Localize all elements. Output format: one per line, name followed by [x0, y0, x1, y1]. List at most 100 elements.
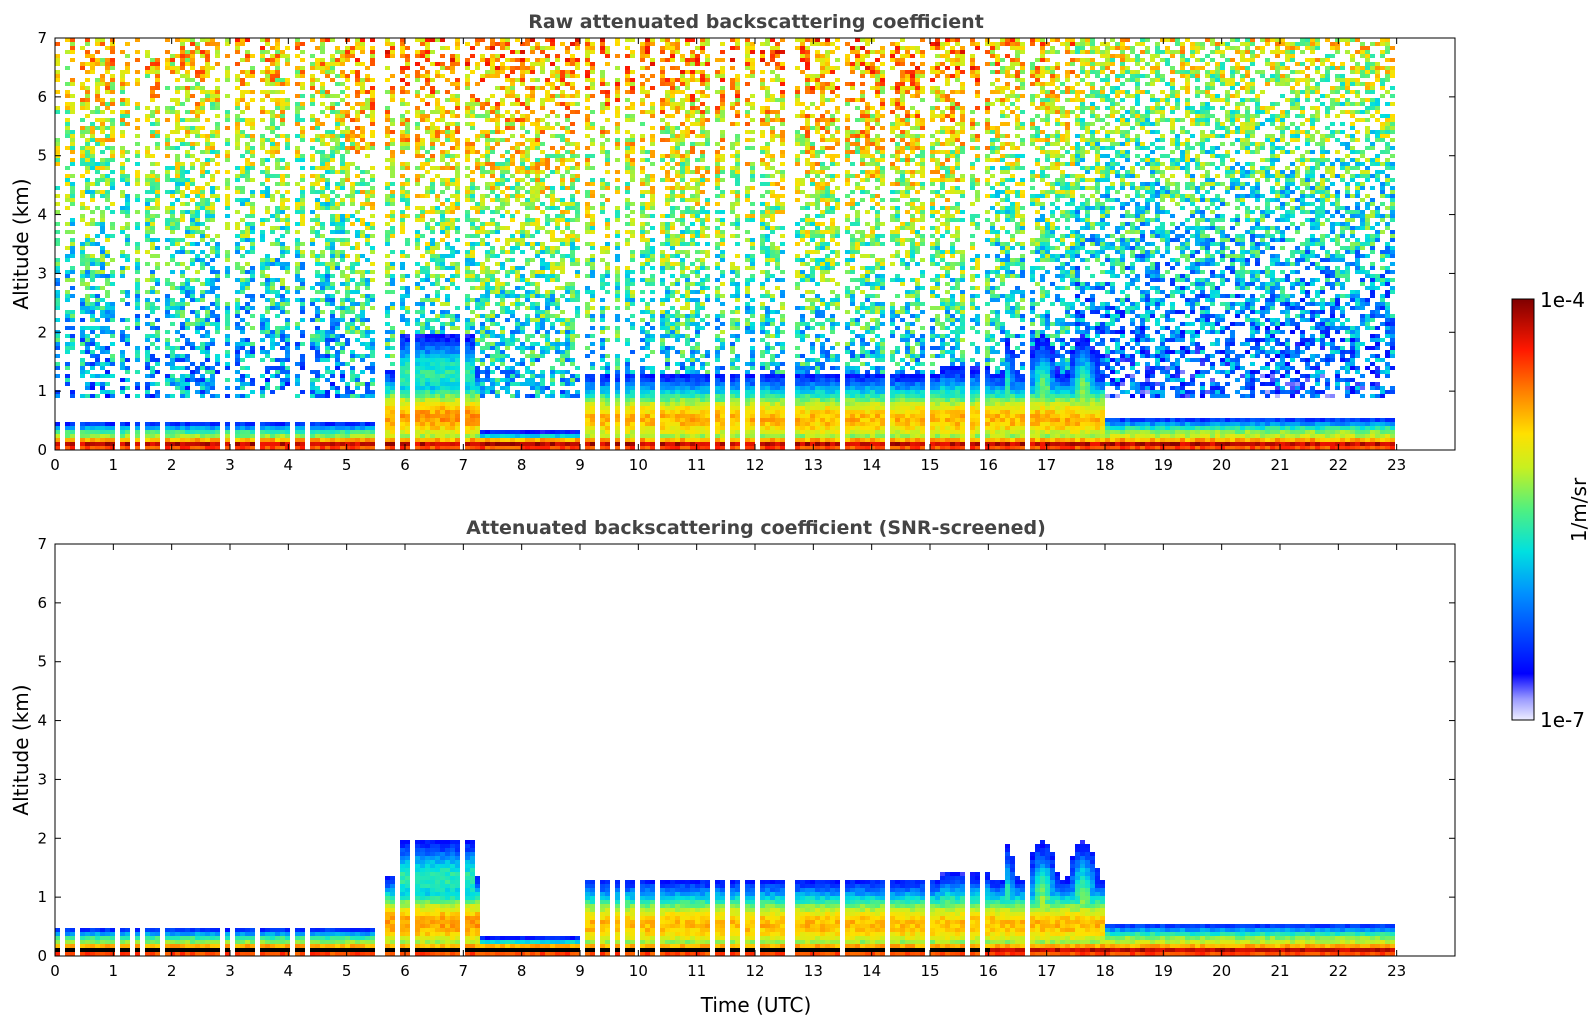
- heatmap-cell: [280, 282, 285, 286]
- heatmap-cell: [300, 390, 305, 394]
- heatmap-cell: [65, 254, 70, 258]
- heatmap-cell: [55, 106, 60, 110]
- heatmap-cell: [145, 354, 150, 358]
- heatmap-cell: [240, 434, 245, 438]
- heatmap-cell: [260, 374, 265, 378]
- heatmap-cell: [240, 358, 245, 362]
- heatmap-cell: [155, 318, 160, 322]
- heatmap-cell: [120, 274, 125, 278]
- heatmap-cell: [285, 298, 290, 302]
- heatmap-cell: [225, 434, 230, 438]
- heatmap-cell: [170, 358, 175, 362]
- heatmap-cell: [105, 238, 110, 242]
- heatmap-cell: [245, 174, 250, 178]
- heatmap-cell: [145, 150, 150, 154]
- heatmap-cell: [215, 98, 220, 102]
- heatmap-cell: [65, 278, 70, 282]
- heatmap-cell: [195, 310, 200, 314]
- heatmap-cell: [300, 42, 305, 46]
- heatmap-cell: [180, 174, 185, 178]
- heatmap-cell: [100, 310, 105, 314]
- heatmap-cell: [135, 382, 140, 386]
- heatmap-cell: [320, 42, 325, 46]
- heatmap-cell: [95, 78, 100, 82]
- heatmap-cell: [110, 442, 115, 446]
- heatmap-cell: [90, 294, 95, 298]
- heatmap-cell: [225, 198, 230, 202]
- heatmap-cell: [250, 214, 255, 218]
- heatmap-cell: [260, 38, 265, 42]
- heatmap-cell: [210, 378, 215, 382]
- heatmap-cell: [215, 278, 220, 282]
- heatmap-cell: [245, 306, 250, 310]
- heatmap-cell: [155, 178, 160, 182]
- heatmap-cell: [285, 246, 290, 250]
- heatmap-cell: [95, 374, 100, 378]
- heatmap-cell: [185, 354, 190, 358]
- heatmap-cell: [125, 66, 130, 70]
- heatmap-cell: [315, 290, 320, 294]
- heatmap-cell: [170, 146, 175, 150]
- heatmap-cell: [320, 206, 325, 210]
- heatmap-cell: [180, 50, 185, 54]
- heatmap-cell: [300, 174, 305, 178]
- heatmap-cell: [245, 322, 250, 326]
- heatmap-cell: [135, 286, 140, 290]
- heatmap-cell: [165, 346, 170, 350]
- heatmap-cell: [185, 374, 190, 378]
- heatmap-cell: [265, 70, 270, 74]
- heatmap-cell: [285, 106, 290, 110]
- heatmap-cell: [180, 138, 185, 142]
- heatmap-cell: [185, 302, 190, 306]
- heatmap-cell: [185, 390, 190, 394]
- heatmap-cell: [315, 66, 320, 70]
- heatmap-cell: [85, 102, 90, 106]
- heatmap-cell: [260, 50, 265, 54]
- heatmap-cell: [135, 194, 140, 198]
- heatmap-cell: [120, 270, 125, 274]
- heatmap-cell: [55, 142, 60, 146]
- heatmap-cell: [330, 354, 335, 358]
- heatmap-cell: [150, 134, 155, 138]
- heatmap-cell: [180, 322, 185, 326]
- heatmap-cell: [155, 82, 160, 86]
- heatmap-cell: [100, 74, 105, 78]
- heatmap-cell: [180, 270, 185, 274]
- heatmap-cell: [300, 278, 305, 282]
- heatmap-cell: [100, 78, 105, 82]
- heatmap-cell: [310, 430, 315, 434]
- heatmap-cell: [145, 218, 150, 222]
- heatmap-cell: [215, 114, 220, 118]
- heatmap-cell: [190, 50, 195, 54]
- heatmap-cell: [190, 226, 195, 230]
- heatmap-cell: [150, 62, 155, 66]
- heatmap-cell: [175, 434, 180, 438]
- heatmap-cell: [225, 70, 230, 74]
- heatmap-cell: [300, 318, 305, 322]
- heatmap-cell: [90, 330, 95, 334]
- heatmap-cell: [185, 202, 190, 206]
- heatmap-cell: [155, 330, 160, 334]
- heatmap-cell: [70, 50, 75, 54]
- heatmap-cell: [245, 250, 250, 254]
- heatmap-cell: [200, 266, 205, 270]
- heatmap-cell: [70, 338, 75, 342]
- heatmap-cell: [70, 422, 75, 426]
- heatmap-cell: [155, 246, 160, 250]
- heatmap-cell: [85, 346, 90, 350]
- heatmap-cell: [325, 282, 330, 286]
- heatmap-cell: [190, 426, 195, 430]
- heatmap-cell: [100, 102, 105, 106]
- heatmap-cell: [235, 310, 240, 314]
- heatmap-cell: [205, 426, 210, 430]
- heatmap-cell: [180, 358, 185, 362]
- heatmap-cell: [265, 90, 270, 94]
- heatmap-cell: [180, 178, 185, 182]
- heatmap-cell: [280, 338, 285, 342]
- heatmap-cell: [330, 386, 335, 390]
- heatmap-cell: [125, 442, 130, 446]
- heatmap-cell: [325, 442, 330, 446]
- heatmap-cell: [200, 186, 205, 190]
- heatmap-cell: [120, 74, 125, 78]
- heatmap-cell: [180, 390, 185, 394]
